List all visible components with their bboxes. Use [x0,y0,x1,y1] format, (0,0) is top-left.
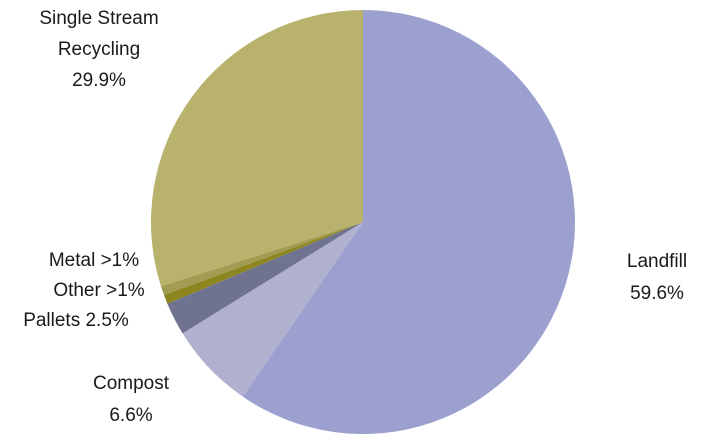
pie-label-line: Other >1% [53,280,144,301]
pie-slice-compost [182,222,363,397]
pie-label-line: Pallets 2.5% [23,310,129,331]
pie-slice-pallets [167,222,363,334]
pie-label-line: 29.9% [72,70,126,91]
pie-slices [151,10,575,434]
pie-slice-other [163,222,363,304]
pie-label-line: 6.6% [109,405,152,426]
pie-label-landfill: Landfill 59.6% [627,251,687,304]
pie-labels: Landfill 59.6% Compost 6.6% Pallets 2.5% Othe… [23,8,687,426]
pie-slice-metal [160,222,363,296]
pie-label-metal: Metal >1% [49,250,139,271]
pie-label-line: Recycling [58,39,140,60]
pie-label-line: Metal >1% [49,250,139,271]
pie-label-compost: Compost 6.6% [93,373,170,426]
pie-label-single-stream-recycling: Single Stream Recycling 29.9% [39,8,158,91]
pie-label-line: 59.6% [630,283,684,304]
pie-slice-single-stream-recycling [151,10,363,287]
pie-label-pallets: Pallets 2.5% [23,310,129,331]
pie-label-line: Compost [93,373,170,394]
pie-label-other: Other >1% [53,280,144,301]
pie-label-line: Single Stream [39,8,158,29]
pie-label-line: Landfill [627,251,687,272]
pie-slice-landfill [242,10,575,434]
